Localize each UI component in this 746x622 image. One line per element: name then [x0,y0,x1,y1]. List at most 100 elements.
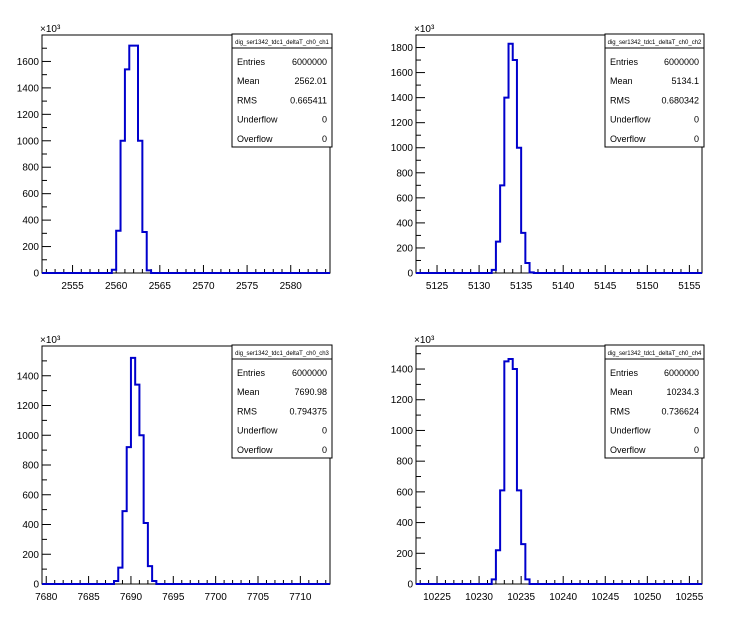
histogram-outline [416,42,702,274]
y-tick-label: 1800 [391,43,414,54]
x-tick-label: 7710 [289,592,312,603]
y-tick-label: 1400 [17,83,40,94]
stats-label: Overflow [237,445,273,455]
histogram-panel-2: 0 200 400 600 800 1000 1200 1400 1600 1800 5125 513… [391,24,705,292]
stats-label: Entries [237,57,266,67]
stats-value: 0.680342 [661,95,699,105]
histogram-outline [42,356,330,585]
stats-label: Underflow [610,426,651,436]
y-tick-label: 800 [22,461,39,472]
histogram-bin [509,359,513,584]
x-tick-label: 5125 [426,281,449,292]
stats-value: 0.736624 [661,406,699,416]
x-tick-label: 2565 [149,281,172,292]
y-tick-label: 1200 [17,401,40,412]
x-tick-label: 5130 [468,281,491,292]
stats-label: Overflow [237,134,273,144]
x-tick-label: 2575 [236,281,259,292]
stats-label: Mean [610,387,633,397]
x-tick-label: 5155 [678,281,701,292]
x-tick-label: 10240 [549,592,577,603]
stats-box-frame [604,344,705,459]
y-tick-label: 200 [22,242,39,253]
y-tick-label: 600 [396,193,413,204]
y-tick-label: 800 [396,168,413,179]
stats-box-frame [231,344,333,459]
histogram-outline [416,358,702,585]
histogram-outline [42,44,330,274]
x-tick-label: 5145 [594,281,617,292]
y-tick-label: 0 [407,269,413,280]
stats-label: Overflow [610,445,646,455]
y-tick-label: 200 [396,549,413,560]
y-tick-label: 0 [33,580,39,591]
stats-label: Entries [237,368,266,378]
x-tick-label: 2570 [192,281,215,292]
stats-value: 0.794375 [289,406,327,416]
y-tick-label: 400 [22,216,39,227]
x-tick-label: 7690 [120,592,143,603]
histogram-panel-3: 0 200 400 600 800 1000 1200 1400 7680 7685 7690 769… [17,335,333,603]
stats-value: 0 [322,445,327,455]
stats-box-frame [604,33,705,148]
y-tick-label: 1000 [17,431,40,442]
x-tick-label: 2580 [280,281,303,292]
y-tick-label: 400 [396,218,413,229]
x-tick-label: 10245 [591,592,619,603]
y-exponent-label: ×10³ [40,335,61,346]
stats-value: 0 [694,115,699,125]
stats-label: Entries [610,368,639,378]
stats-label: Underflow [237,115,278,125]
stats-value: 10234.3 [666,387,699,397]
y-tick-label: 800 [396,457,413,468]
y-tick-label: 1400 [391,93,414,104]
stats-title: dig_ser1342_tdc1_deltaT_ch0_ch2 [608,40,702,46]
stats-label: Underflow [610,115,651,125]
stats-value: 6000000 [292,57,327,67]
stats-label: Entries [610,57,639,67]
x-tick-label: 5140 [552,281,575,292]
stats-box: dig_ser1342_tdc1_deltaT_ch0_ch3 Entries 60… [231,344,333,459]
stats-value: 2562.01 [294,76,327,86]
y-exponent-label: ×10³ [414,335,435,346]
stats-value: 6000000 [664,368,699,378]
y-tick-label: 400 [22,520,39,531]
y-tick-label: 1000 [391,426,414,437]
stats-label: Mean [237,387,260,397]
y-tick-label: 0 [33,269,39,280]
stats-label: Underflow [237,426,278,436]
y-tick-label: 1200 [391,395,414,406]
histogram-bin [129,46,133,273]
stats-value: 0 [322,426,327,436]
stats-value: 0 [322,115,327,125]
x-tick-label: 10230 [465,592,493,603]
y-tick-label: 600 [396,487,413,498]
y-exponent-label: ×10³ [414,24,435,35]
x-tick-label: 10250 [633,592,661,603]
x-tick-label: 10235 [507,592,535,603]
stats-value: 7690.98 [294,387,327,397]
y-tick-label: 400 [396,518,413,529]
x-tick-label: 7695 [162,592,185,603]
stats-value: 0 [694,134,699,144]
stats-value: 0 [694,426,699,436]
stats-box: dig_ser1342_tdc1_deltaT_ch0_ch4 Entries 60… [604,344,705,459]
x-tick-label: 7700 [205,592,228,603]
x-tick-label: 2555 [61,281,84,292]
stats-value: 0.665411 [290,95,327,105]
x-tick-label: 5150 [636,281,659,292]
x-tick-label: 7685 [77,592,100,603]
stats-box-frame [231,33,333,148]
stats-value: 6000000 [664,57,699,67]
stats-label: Overflow [610,134,646,144]
y-tick-label: 1200 [17,110,40,121]
stats-label: RMS [610,95,630,105]
x-tick-label: 7680 [35,592,58,603]
stats-label: RMS [237,95,257,105]
y-tick-label: 600 [22,189,39,200]
y-tick-label: 1600 [17,57,40,68]
y-tick-label: 1400 [391,365,414,376]
stats-value: 0 [694,445,699,455]
stats-title: dig_ser1342_tdc1_deltaT_ch0_ch3 [235,351,329,357]
